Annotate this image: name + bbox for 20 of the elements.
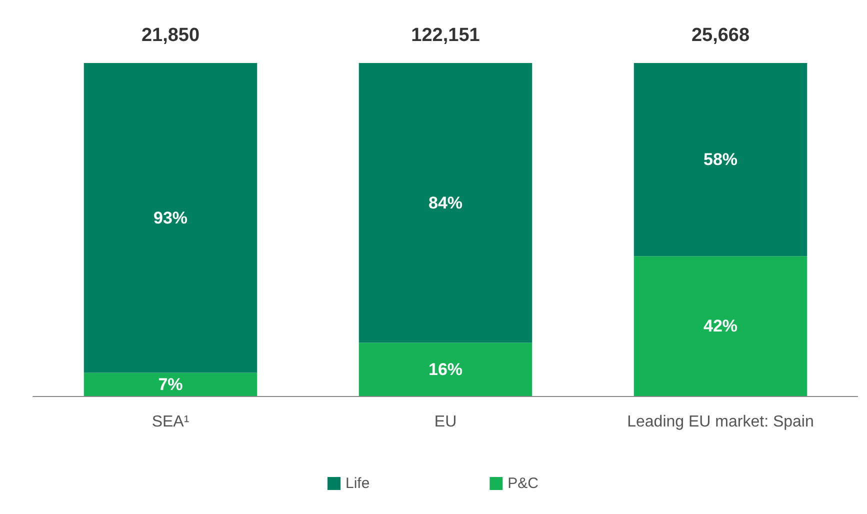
bar — [358, 342, 532, 396]
bar — [358, 63, 532, 343]
x-tick-label: Leading EU market: Spain — [627, 414, 814, 430]
bar — [634, 256, 808, 396]
data-label: 7% — [158, 374, 183, 394]
text: 25,668 — [691, 25, 750, 46]
data-label: 58% — [703, 150, 738, 170]
data-label: 84% — [428, 193, 463, 212]
x-tick-label: SEA¹ — [152, 414, 190, 430]
data-label: 42% — [703, 316, 738, 336]
text: 21,850 — [141, 25, 200, 46]
legend-label: P&C — [508, 475, 539, 492]
legend-label: Life — [345, 475, 370, 492]
bar — [84, 63, 258, 373]
data-label: 16% — [428, 360, 463, 379]
bar — [84, 372, 258, 396]
data-label: 93% — [153, 208, 188, 228]
x-tick-label: EU — [434, 414, 457, 430]
bar — [634, 63, 808, 256]
text: 122,151 — [411, 25, 480, 46]
